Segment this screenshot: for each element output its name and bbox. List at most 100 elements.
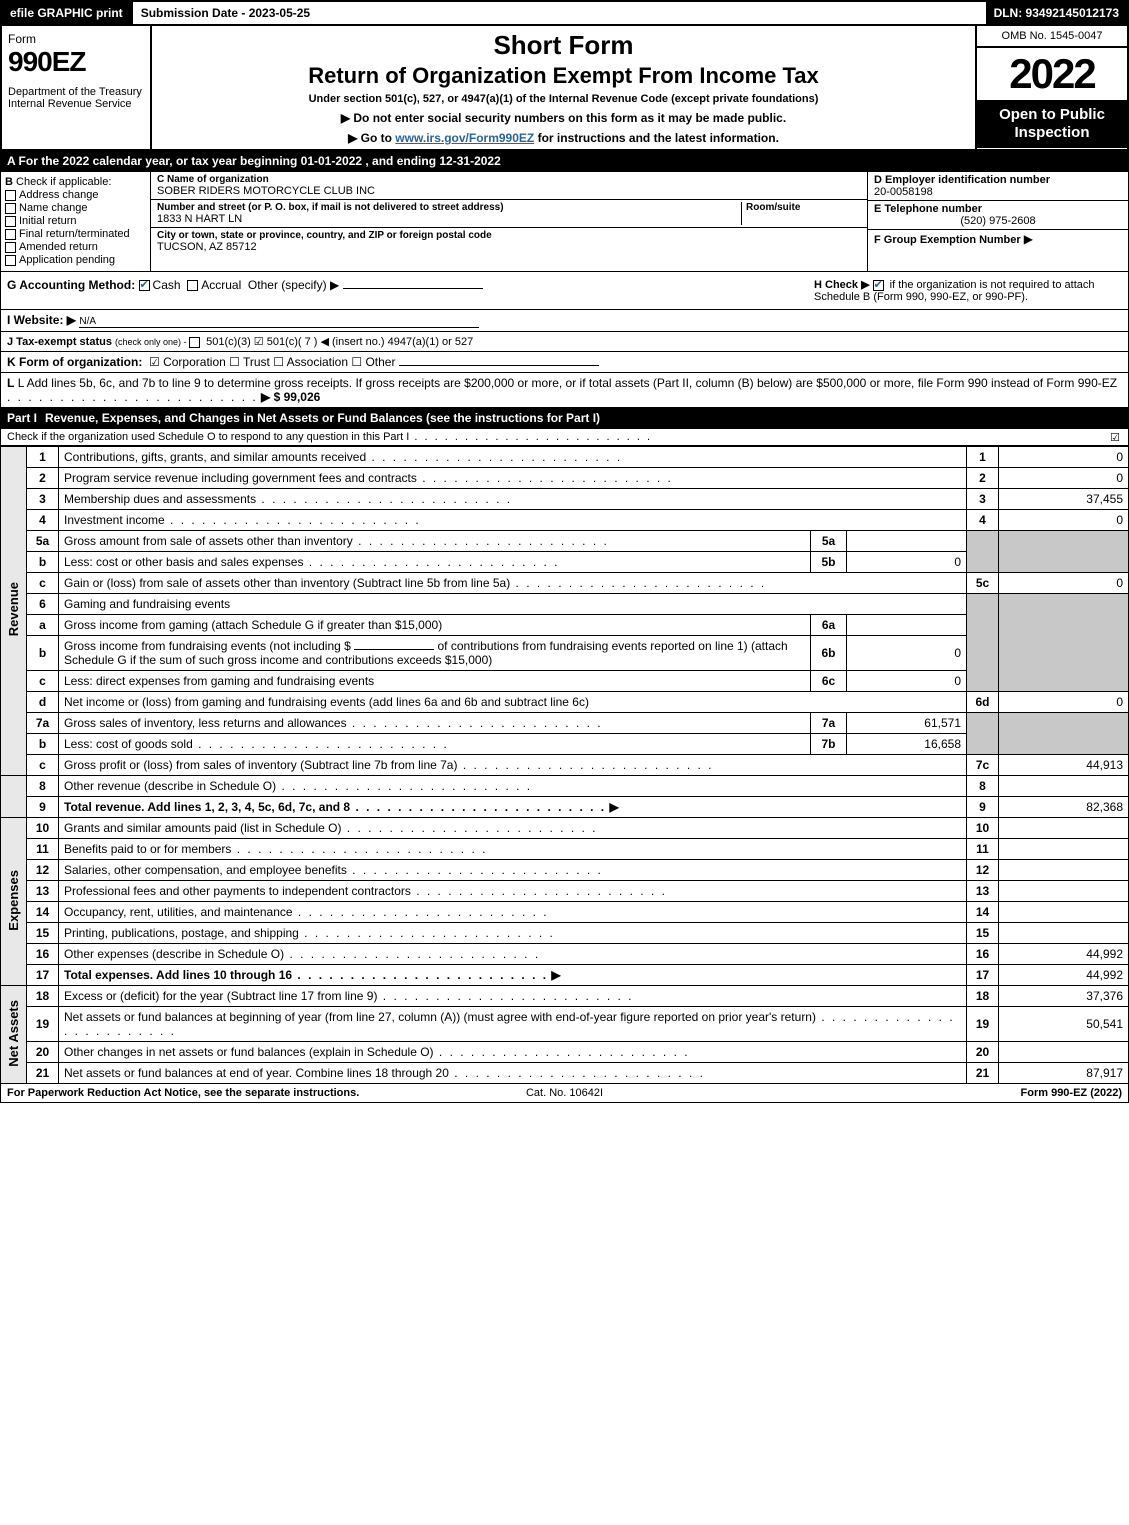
l8-ln: 8 bbox=[967, 776, 999, 797]
l16-val: 44,992 bbox=[999, 944, 1129, 965]
l20-val bbox=[999, 1042, 1129, 1063]
l6d-desc: Net income or (loss) from gaming and fun… bbox=[59, 692, 967, 713]
k-opts: ☑ Corporation ☐ Trust ☐ Association ☐ Ot… bbox=[149, 355, 395, 369]
l2-val: 0 bbox=[999, 468, 1129, 489]
chk-amended-return[interactable]: Amended return bbox=[5, 241, 146, 253]
lines-table: Revenue 1 Contributions, gifts, grants, … bbox=[0, 446, 1129, 1084]
l4-num: 4 bbox=[27, 510, 59, 531]
l7c-ln: 7c bbox=[967, 755, 999, 776]
l21-desc: Net assets or fund balances at end of ye… bbox=[59, 1063, 967, 1084]
l1-val: 0 bbox=[999, 447, 1129, 468]
h-schedule-b: H Check ▶ if the organization is not req… bbox=[808, 272, 1128, 309]
h-pre: H Check ▶ bbox=[814, 279, 873, 291]
vert-revenue-cont bbox=[1, 776, 27, 818]
l6-desc: Gaming and fundraising events bbox=[59, 594, 967, 615]
l2-desc: Program service revenue including govern… bbox=[59, 468, 967, 489]
dln-label: DLN: 93492145012173 bbox=[986, 2, 1127, 24]
l21-val: 87,917 bbox=[999, 1063, 1129, 1084]
l20-ln: 20 bbox=[967, 1042, 999, 1063]
l17-desc: Total expenses. Add lines 10 through 16 … bbox=[59, 965, 967, 986]
l5c-ln: 5c bbox=[967, 573, 999, 594]
efile-label: efile GRAPHIC print bbox=[2, 2, 131, 24]
l19-num: 19 bbox=[27, 1007, 59, 1042]
l12-desc: Salaries, other compensation, and employ… bbox=[59, 860, 967, 881]
l9-ln: 9 bbox=[967, 797, 999, 818]
chk-address-change[interactable]: Address change bbox=[5, 189, 146, 201]
city-label: City or town, state or province, country… bbox=[157, 230, 861, 241]
l17-num: 17 bbox=[27, 965, 59, 986]
l12-num: 12 bbox=[27, 860, 59, 881]
chk-h[interactable] bbox=[873, 280, 884, 291]
column-def: D Employer identification number 20-0058… bbox=[868, 172, 1128, 271]
l11-val bbox=[999, 839, 1129, 860]
part-1-chk-o[interactable]: ☑ bbox=[1110, 431, 1120, 444]
l8-val bbox=[999, 776, 1129, 797]
l3-desc: Membership dues and assessments bbox=[59, 489, 967, 510]
l16-num: 16 bbox=[27, 944, 59, 965]
l6b-num: b bbox=[27, 636, 59, 671]
addr-label: Number and street (or P. O. box, if mail… bbox=[157, 202, 741, 213]
l15-val bbox=[999, 923, 1129, 944]
goto-pre: ▶ Go to bbox=[348, 131, 395, 145]
l3-num: 3 bbox=[27, 489, 59, 510]
l18-val: 37,376 bbox=[999, 986, 1129, 1007]
header-left: Form 990EZ Department of the Treasury In… bbox=[2, 26, 152, 149]
l10-val bbox=[999, 818, 1129, 839]
l7ab-shade bbox=[967, 713, 999, 755]
l4-val: 0 bbox=[999, 510, 1129, 531]
row-gh: G Accounting Method: Cash Accrual Other … bbox=[0, 272, 1129, 310]
l6c-desc: Less: direct expenses from gaming and fu… bbox=[59, 671, 811, 692]
l8-desc: Other revenue (describe in Schedule O) bbox=[59, 776, 967, 797]
dept-label: Department of the Treasury Internal Reve… bbox=[8, 86, 144, 110]
section-bcd: B Check if applicable: Address change Na… bbox=[0, 172, 1129, 272]
row-a-tax-year: A For the 2022 calendar year, or tax yea… bbox=[0, 151, 1129, 172]
d-ein-label: D Employer identification number bbox=[874, 174, 1122, 186]
l5b-num: b bbox=[27, 552, 59, 573]
l19-val: 50,541 bbox=[999, 1007, 1129, 1042]
j-label: J Tax-exempt status bbox=[7, 336, 112, 348]
chk-cash[interactable] bbox=[139, 280, 150, 291]
website-value: N/A bbox=[79, 316, 479, 328]
chk-application-pending[interactable]: Application pending bbox=[5, 254, 146, 266]
l1-desc: Contributions, gifts, grants, and simila… bbox=[59, 447, 967, 468]
ssn-warning: ▶ Do not enter social security numbers o… bbox=[160, 111, 967, 125]
irs-link[interactable]: www.irs.gov/Form990EZ bbox=[395, 131, 534, 145]
l16-ln: 16 bbox=[967, 944, 999, 965]
l19-ln: 19 bbox=[967, 1007, 999, 1042]
chk-accrual[interactable] bbox=[187, 280, 198, 291]
l6-shade-v bbox=[999, 594, 1129, 692]
chk-name-change[interactable]: Name change bbox=[5, 202, 146, 214]
l7a-desc: Gross sales of inventory, less returns a… bbox=[59, 713, 811, 734]
l20-num: 20 bbox=[27, 1042, 59, 1063]
l15-num: 15 bbox=[27, 923, 59, 944]
l5a-desc: Gross amount from sale of assets other t… bbox=[59, 531, 811, 552]
vert-netassets: Net Assets bbox=[1, 986, 27, 1084]
l11-num: 11 bbox=[27, 839, 59, 860]
part-1-sub: Check if the organization used Schedule … bbox=[0, 429, 1129, 446]
l7a-num: 7a bbox=[27, 713, 59, 734]
l6d-ln: 6d bbox=[967, 692, 999, 713]
l7b-sv: 16,658 bbox=[847, 734, 967, 755]
f-group-label: F Group Exemption Number bbox=[874, 234, 1021, 246]
chk-initial-return[interactable]: Initial return bbox=[5, 215, 146, 227]
l11-ln: 11 bbox=[967, 839, 999, 860]
l8-num: 8 bbox=[27, 776, 59, 797]
l6d-num: d bbox=[27, 692, 59, 713]
l6-num: 6 bbox=[27, 594, 59, 615]
tax-year: 2022 bbox=[977, 48, 1127, 100]
l7c-val: 44,913 bbox=[999, 755, 1129, 776]
addr-value: 1833 N HART LN bbox=[157, 213, 741, 225]
chk-501c3[interactable] bbox=[189, 337, 200, 348]
form-subtitle: Under section 501(c), 527, or 4947(a)(1)… bbox=[160, 93, 967, 105]
chk-final-return[interactable]: Final return/terminated bbox=[5, 228, 146, 240]
l17-val: 44,992 bbox=[999, 965, 1129, 986]
l13-val bbox=[999, 881, 1129, 902]
column-c: C Name of organization SOBER RIDERS MOTO… bbox=[151, 172, 868, 271]
l10-ln: 10 bbox=[967, 818, 999, 839]
l10-num: 10 bbox=[27, 818, 59, 839]
l21-ln: 21 bbox=[967, 1063, 999, 1084]
g-label: G Accounting Method: bbox=[7, 278, 135, 292]
part-1-label: Part I bbox=[7, 411, 45, 425]
l12-val bbox=[999, 860, 1129, 881]
part-1-title: Revenue, Expenses, and Changes in Net As… bbox=[45, 411, 600, 425]
